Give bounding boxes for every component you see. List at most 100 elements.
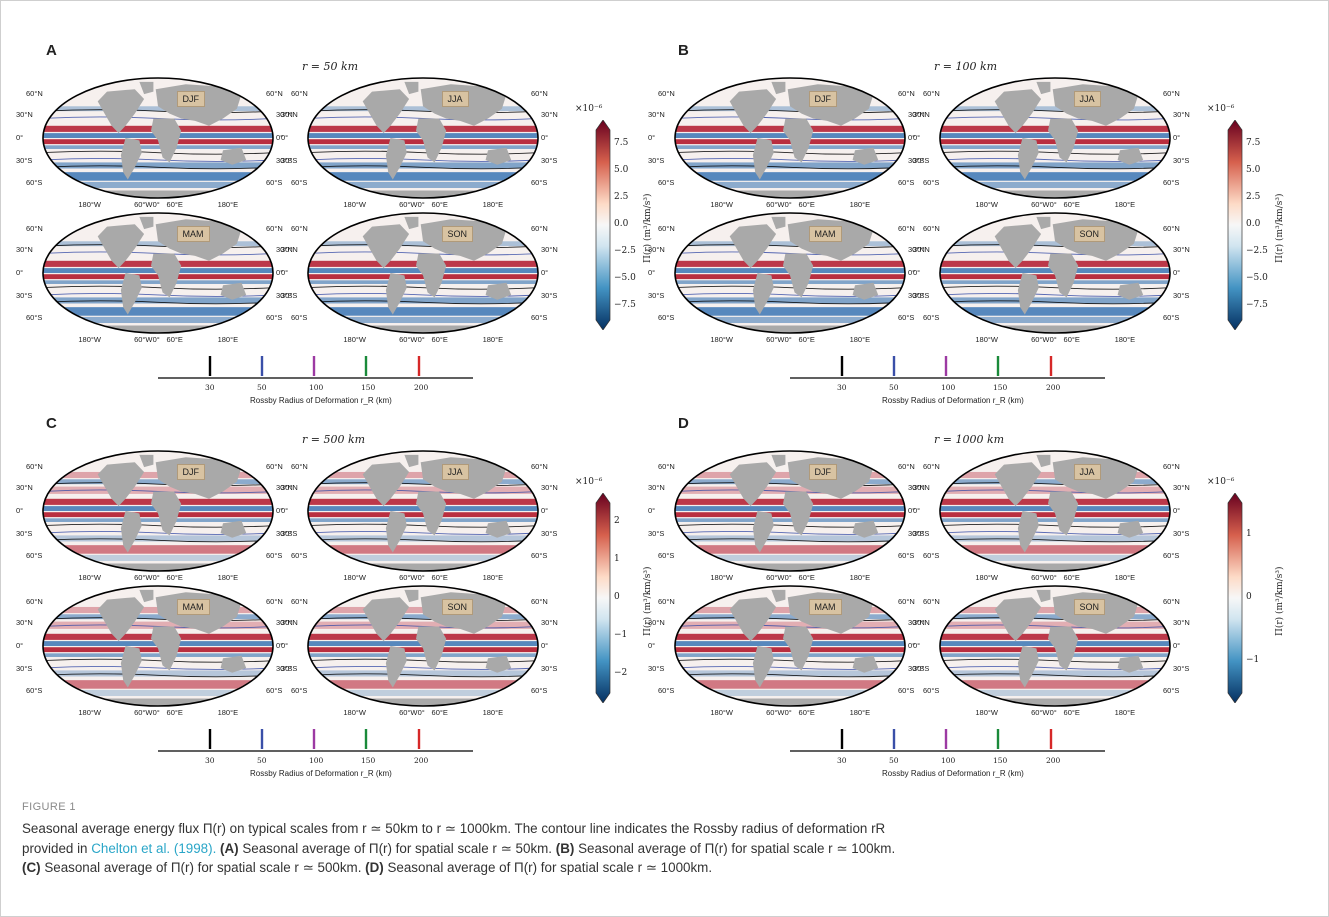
season-badge: MAM xyxy=(176,226,210,242)
lat-label: 60°S xyxy=(266,686,283,696)
lat-label: 30°S xyxy=(276,156,293,166)
lon-label: 180°E xyxy=(1114,200,1136,209)
map-jja: JJA xyxy=(939,77,1171,199)
lat-label: 60°S xyxy=(898,686,915,696)
lon-label: 60°W xyxy=(134,708,153,717)
lat-label: 30°S xyxy=(913,156,930,166)
lat-label: 60°N xyxy=(658,224,675,234)
lat-label: 60°N xyxy=(658,597,675,607)
lat-label: 30°S xyxy=(281,664,298,674)
season-badge: MAM xyxy=(808,226,842,242)
lat-label: 0° xyxy=(16,641,24,651)
colorbar-tick: 1 xyxy=(1246,528,1252,539)
lat-label: 60°S xyxy=(531,313,548,323)
lat-label: 60°N xyxy=(291,462,308,472)
colorbar-exponent: ×10⁻⁶ xyxy=(1207,477,1235,487)
rossby-tick: 150 xyxy=(361,383,376,392)
citation-link[interactable]: Chelton et al. (1998). xyxy=(91,840,217,856)
lat-label: 0° xyxy=(648,506,656,516)
colorbar-tick: 5.0 xyxy=(614,164,629,175)
lat-label: 0° xyxy=(913,641,921,651)
lat-label: 30°S xyxy=(648,291,665,301)
lat-label: 30°N xyxy=(276,617,293,627)
lat-label: 60°N xyxy=(266,597,283,607)
lat-label: 0° xyxy=(281,268,289,278)
caption-prefix: provided in xyxy=(22,840,92,856)
lat-label: 60°S xyxy=(26,178,43,188)
rossby-tick: 50 xyxy=(257,756,267,765)
lat-label: 30°S xyxy=(541,156,558,166)
lon-label: 0° xyxy=(784,573,792,582)
lat-label: 60°S xyxy=(923,551,940,561)
lat-label: 30°S xyxy=(276,291,293,301)
lat-label: 30°N xyxy=(648,109,665,119)
lat-label: 60°N xyxy=(898,224,915,234)
season-badge: SON xyxy=(441,599,474,615)
lat-label: 30°N xyxy=(276,109,293,119)
season-badge: DJF xyxy=(176,464,206,480)
season-badge: DJF xyxy=(808,91,838,107)
map-jja: JJA xyxy=(307,450,539,572)
lat-label: 60°N xyxy=(923,224,940,234)
lat-label: 0° xyxy=(1173,641,1181,651)
lat-label: 0° xyxy=(276,641,284,651)
lat-label: 30°S xyxy=(648,664,665,674)
lat-label: 30°N xyxy=(1173,244,1190,254)
lat-label: 60°S xyxy=(898,178,915,188)
lon-label: 0° xyxy=(152,573,160,582)
map-djf: DJF xyxy=(674,450,906,572)
lon-label: 60°W xyxy=(399,200,418,209)
lat-label: 0° xyxy=(541,641,549,651)
lat-label: 30°N xyxy=(541,244,558,254)
colorbar-tick: −7.5 xyxy=(1246,300,1268,311)
rossby-tick: 200 xyxy=(414,756,429,765)
lon-label: 60°E xyxy=(166,708,183,717)
lon-label: 60°E xyxy=(798,335,815,344)
lat-label: 60°S xyxy=(898,551,915,561)
lon-label: 60°E xyxy=(431,573,448,582)
lat-label: 60°S xyxy=(1163,313,1180,323)
lon-label: 180°W xyxy=(78,200,101,209)
lat-label: 30°N xyxy=(648,244,665,254)
lat-label: 30°N xyxy=(1173,482,1190,492)
lat-label: 60°S xyxy=(266,313,283,323)
lon-label: 60°W xyxy=(134,573,153,582)
lat-label: 30°N xyxy=(281,244,298,254)
colorbar-exponent: ×10⁻⁶ xyxy=(575,477,603,487)
map-djf: DJF xyxy=(42,77,274,199)
lat-label: 60°S xyxy=(658,313,675,323)
lon-label: 60°W xyxy=(134,200,153,209)
lat-label: 0° xyxy=(648,268,656,278)
lon-label: 0° xyxy=(1049,573,1057,582)
map-jja: JJA xyxy=(939,450,1171,572)
lat-label: 30°S xyxy=(541,664,558,674)
colorbar-exponent: ×10⁻⁶ xyxy=(575,104,603,114)
season-badge: SON xyxy=(441,226,474,242)
lat-label: 30°N xyxy=(541,109,558,119)
lon-label: 180°E xyxy=(482,200,504,209)
lon-label: 60°E xyxy=(1063,573,1080,582)
lat-label: 60°N xyxy=(26,224,43,234)
rossby-title: Rossby Radius of Deformation r_R (km) xyxy=(250,769,392,778)
rossby-legend: 30 50 100 150 200 Rossby Radius of Deformatio… xyxy=(158,727,473,778)
lat-label: 60°N xyxy=(531,224,548,234)
lat-label: 0° xyxy=(908,268,916,278)
map-mam: MAM xyxy=(42,585,274,707)
lon-label: 60°W xyxy=(766,708,785,717)
caption-c-label: (C) xyxy=(22,860,41,875)
season-badge: JJA xyxy=(441,91,469,107)
lat-label: 60°N xyxy=(531,597,548,607)
lat-label: 0° xyxy=(541,133,549,143)
lat-label: 60°N xyxy=(26,597,43,607)
map-jja: JJA xyxy=(307,77,539,199)
lat-label: 0° xyxy=(281,641,289,651)
lon-label: 180°W xyxy=(710,200,733,209)
season-badge: SON xyxy=(1073,599,1106,615)
colorbar-tick: 2 xyxy=(614,516,620,526)
lat-label: 30°N xyxy=(1173,109,1190,119)
colorbar xyxy=(1227,119,1243,335)
caption-b-text: Seasonal average of Π(r) for spatial sca… xyxy=(574,840,896,856)
lon-label: 180°E xyxy=(217,708,239,717)
colorbar xyxy=(595,119,611,335)
lat-label: 60°N xyxy=(26,89,43,99)
